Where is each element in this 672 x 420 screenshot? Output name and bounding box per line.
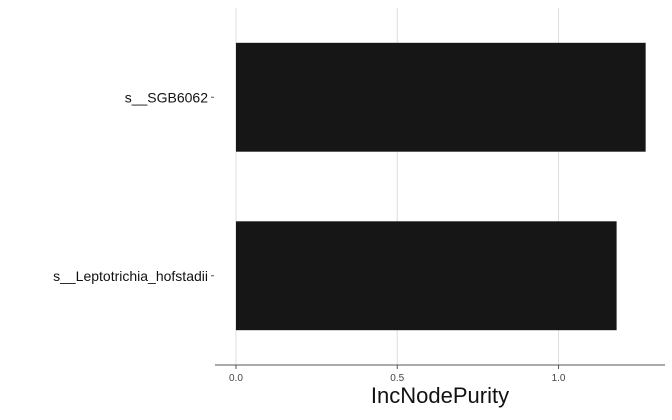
x-tick-label: 0.0: [229, 373, 243, 384]
y-tick-label: s__Leptotrichia_hofstadii: [53, 268, 208, 284]
bar-s__Leptotrichia_hofstadii: [235, 221, 617, 331]
y-tick-label: s__SGB6062: [125, 89, 208, 105]
y-axis-ticks: s__Leptotrichia_hofstadii s__SGB6062: [53, 89, 214, 284]
x-tick-label: 0.5: [390, 373, 404, 384]
bars: [235, 42, 646, 331]
x-tick-label: 1.0: [552, 373, 566, 384]
bar-s__SGB6062: [235, 42, 646, 152]
x-axis-ticks: 0.0 0.5 1.0: [229, 365, 566, 384]
x-axis-title: IncNodePurity: [371, 383, 509, 408]
